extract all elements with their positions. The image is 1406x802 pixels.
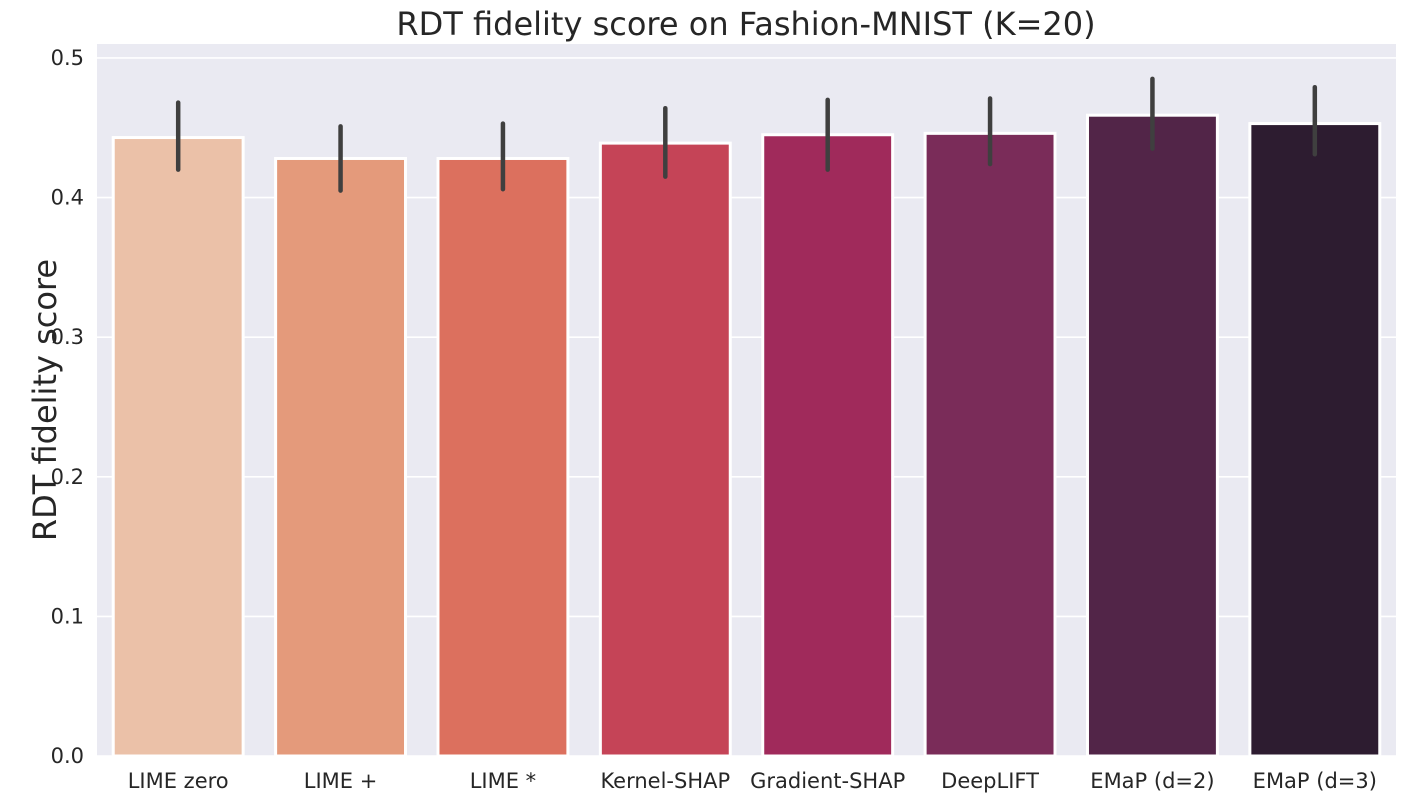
bars	[111, 113, 1382, 758]
y-tick-labels: 0.0 0.1 0.2 0.3 0.4 0.5	[51, 46, 84, 768]
chart-title: RDT fidelity score on Fashion-MNIST (K=2…	[396, 5, 1095, 43]
y-tick-label: 0.0	[51, 744, 84, 768]
y-tick-label: 0.5	[51, 46, 84, 70]
bar-emap-d-2	[1085, 113, 1219, 758]
y-tick-label: 0.4	[51, 186, 84, 210]
y-axis-label: RDT fidelity score	[26, 259, 64, 541]
bar-gradient-shap	[761, 133, 895, 758]
bar-kernel-shap	[598, 141, 732, 758]
x-tick-label: LIME +	[304, 769, 378, 793]
y-tick-label: 0.2	[51, 465, 84, 489]
x-tick-label: EMaP (d=3)	[1253, 769, 1377, 793]
x-tick-label: EMaP (d=2)	[1090, 769, 1214, 793]
y-tick-label: 0.1	[51, 604, 84, 628]
bar-lime	[436, 156, 570, 758]
bar-emap-d-3	[1248, 122, 1382, 758]
x-tick-label: Gradient-SHAP	[750, 769, 905, 793]
x-tick-label: LIME zero	[128, 769, 229, 793]
x-tick-label: LIME *	[470, 769, 536, 793]
error-bars	[175, 76, 1318, 193]
bar-lime-zero	[111, 136, 245, 758]
x-tick-labels: LIME zero LIME + LIME * Kernel-SHAP Gradient…	[128, 769, 1377, 793]
bar-lime	[274, 156, 408, 758]
x-tick-label: DeepLIFT	[941, 769, 1039, 793]
x-tick-label: Kernel-SHAP	[600, 769, 730, 793]
bar-deeplift	[923, 131, 1057, 758]
y-tick-label: 0.3	[51, 325, 84, 349]
